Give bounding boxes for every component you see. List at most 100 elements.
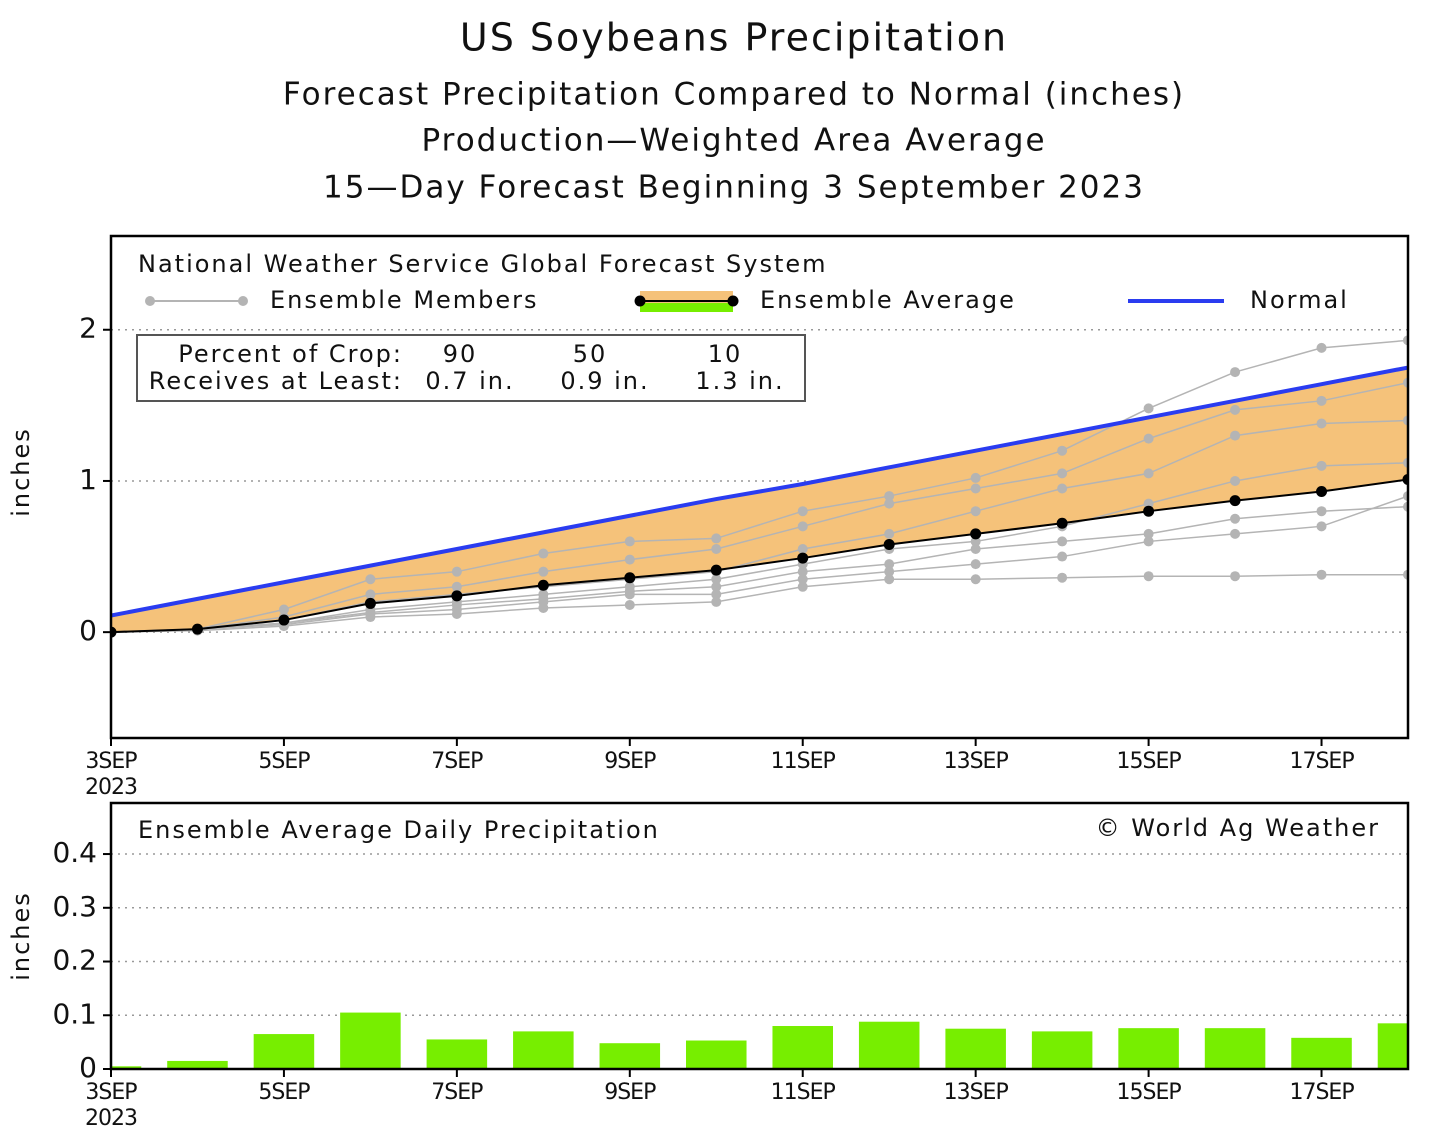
member-point (797, 521, 808, 532)
bar (858, 1021, 920, 1069)
member-point (1230, 475, 1241, 486)
bar (253, 1034, 315, 1069)
member-point (365, 612, 376, 623)
source-title: National Weather Service Global Forecast… (138, 250, 828, 278)
member-point (1143, 536, 1154, 547)
member-line (111, 573, 1408, 633)
chart-title: US Soybeans Precipitation (460, 16, 1008, 60)
member-point (884, 566, 895, 577)
member-point (1230, 430, 1241, 441)
crop-amount: 0.9 in. (560, 367, 649, 395)
member-point (1143, 433, 1154, 444)
x-tick-label: 13SEP (944, 749, 1009, 774)
subtitle: Production—Weighted Area Average (421, 123, 1046, 159)
y-axis-label: inches (7, 891, 35, 981)
member-line (111, 462, 1408, 633)
member-point (884, 498, 895, 509)
crop-amount: 1.3 in. (695, 367, 784, 395)
member-point (1316, 506, 1327, 517)
y-tick-label: 0 (79, 614, 97, 647)
x-tick-label: 9SEP (604, 749, 656, 774)
average-point (191, 623, 203, 635)
bar (340, 1012, 401, 1069)
member-point (1316, 342, 1327, 353)
member-point (884, 528, 895, 539)
average-point (1229, 495, 1241, 507)
average-point (797, 552, 809, 564)
legend-label: Normal (1250, 286, 1349, 314)
member-point (970, 472, 981, 483)
crop-percent: 50 (573, 340, 608, 368)
bar (945, 1028, 1006, 1069)
member-point (1316, 460, 1327, 471)
x-tick-label: 3SEP (85, 749, 137, 774)
bar (1377, 1023, 1408, 1069)
average-point (624, 572, 636, 584)
plot-frame (109, 801, 1410, 1071)
member-point (797, 506, 808, 517)
member-point (711, 596, 722, 607)
y-tick-label: 0.4 (52, 836, 97, 869)
member-point (538, 566, 549, 577)
crop-amount: 0.7 in. (425, 367, 514, 395)
member-point (970, 543, 981, 554)
member-point (970, 506, 981, 517)
member-point (1057, 536, 1068, 547)
member-point (451, 609, 462, 620)
member-point (1143, 571, 1154, 582)
crop-box (136, 334, 806, 402)
legend-member-dot (238, 296, 248, 306)
credit: © World Ag Weather (1096, 814, 1380, 842)
x-year-label: 2023 (85, 775, 137, 800)
member-point (970, 483, 981, 494)
member-point (1057, 551, 1068, 562)
member-line (111, 339, 1408, 633)
panel-title: Ensemble Average Daily Precipitation (138, 816, 660, 844)
member-point (1057, 483, 1068, 494)
average-point (883, 538, 895, 550)
member-point (1057, 445, 1068, 456)
member-point (365, 574, 376, 585)
bar (772, 1026, 833, 1069)
x-tick-label: 15SEP (1117, 1080, 1182, 1105)
bar (1118, 1028, 1179, 1069)
average-point (1316, 486, 1328, 498)
average-point (1056, 517, 1068, 529)
average-point (710, 564, 722, 576)
average-point (451, 590, 463, 602)
member-point (624, 554, 635, 565)
x-tick-label: 13SEP (944, 1080, 1009, 1105)
member-point (451, 566, 462, 577)
member-point (711, 533, 722, 544)
bar (513, 1031, 574, 1069)
bar (167, 1060, 228, 1069)
member-point (884, 491, 895, 502)
member-point (884, 559, 895, 570)
legend-average-dot (634, 295, 646, 307)
average-point (364, 597, 376, 609)
x-tick-label: 7SEP (431, 749, 483, 774)
member-point (797, 543, 808, 554)
member-point (624, 536, 635, 547)
member-point (1316, 569, 1327, 580)
x-tick-label: 9SEP (604, 1080, 656, 1105)
bar (599, 1043, 661, 1069)
member-point (538, 602, 549, 613)
crop-row-label: Receives at Least: (149, 367, 403, 395)
y-axis-label: inches (7, 427, 35, 517)
member-point (1230, 571, 1241, 582)
subtitle: Forecast Precipitation Compared to Norma… (283, 77, 1185, 113)
crop-percent: 10 (708, 340, 743, 368)
legend-label: Ensemble Members (270, 286, 539, 314)
bar (1031, 1031, 1093, 1069)
member-point (797, 581, 808, 592)
bar (426, 1039, 488, 1069)
average-point (537, 579, 549, 591)
member-point (1316, 418, 1327, 429)
member-point (970, 536, 981, 547)
member-point (1230, 367, 1241, 378)
member-point (624, 599, 635, 610)
member-point (365, 589, 376, 600)
legend-green (640, 303, 733, 312)
